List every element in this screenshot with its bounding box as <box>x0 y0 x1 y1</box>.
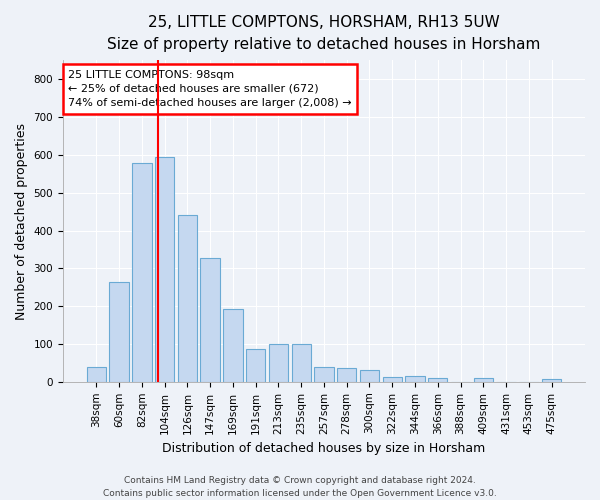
Bar <box>314 368 334 382</box>
Bar <box>155 157 174 382</box>
Bar <box>383 376 402 382</box>
Bar <box>473 378 493 382</box>
Bar <box>86 368 106 382</box>
Bar <box>200 258 220 382</box>
Bar <box>109 282 129 382</box>
Bar <box>428 378 448 382</box>
Text: 25 LITTLE COMPTONS: 98sqm
← 25% of detached houses are smaller (672)
74% of semi: 25 LITTLE COMPTONS: 98sqm ← 25% of detac… <box>68 70 352 108</box>
Bar <box>406 376 425 382</box>
Bar <box>246 348 265 382</box>
Text: Contains HM Land Registry data © Crown copyright and database right 2024.
Contai: Contains HM Land Registry data © Crown c… <box>103 476 497 498</box>
Y-axis label: Number of detached properties: Number of detached properties <box>15 122 28 320</box>
Bar <box>132 163 152 382</box>
Bar <box>337 368 356 382</box>
Bar <box>223 309 242 382</box>
Bar <box>269 344 288 382</box>
Bar <box>178 214 197 382</box>
Bar <box>292 344 311 382</box>
Title: 25, LITTLE COMPTONS, HORSHAM, RH13 5UW
Size of property relative to detached hou: 25, LITTLE COMPTONS, HORSHAM, RH13 5UW S… <box>107 15 541 52</box>
X-axis label: Distribution of detached houses by size in Horsham: Distribution of detached houses by size … <box>163 442 485 455</box>
Bar <box>542 379 561 382</box>
Bar <box>360 370 379 382</box>
